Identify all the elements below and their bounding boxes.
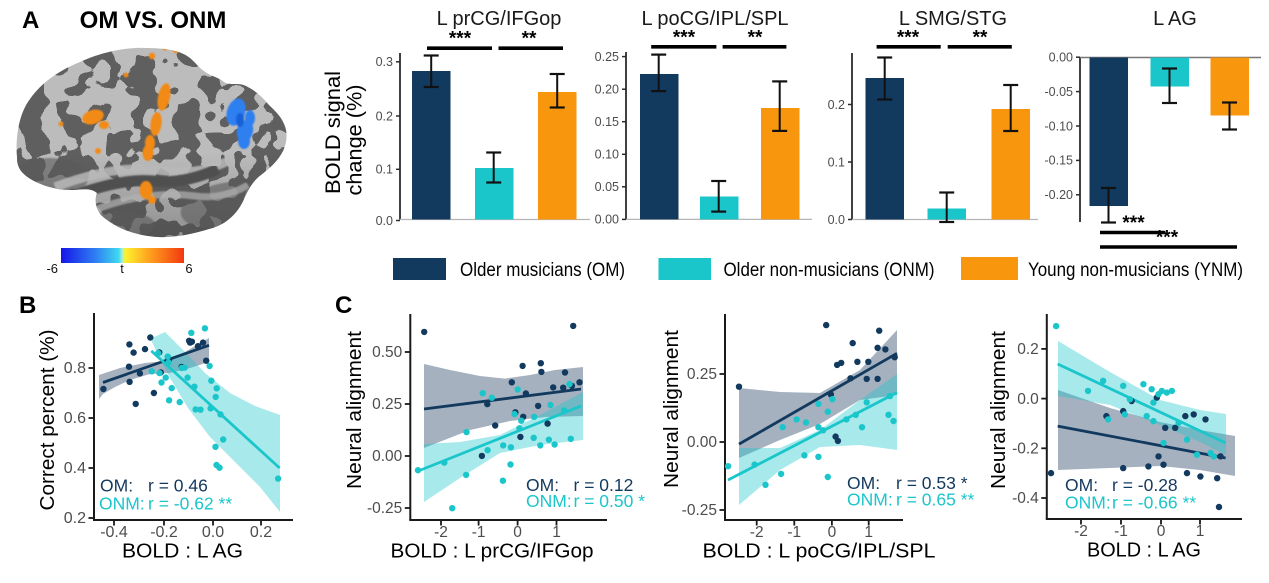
svg-text:**: ** <box>973 27 988 48</box>
svg-text:L SMG/STG: L SMG/STG <box>899 8 1007 30</box>
svg-text:-2: -2 <box>1074 523 1088 540</box>
svg-text:BOLD signal: BOLD signal <box>322 71 345 194</box>
svg-text:A: A <box>22 7 39 34</box>
svg-text:OM:: OM: <box>100 476 133 496</box>
svg-text:0.25: 0.25 <box>687 366 717 383</box>
svg-text:-1: -1 <box>472 524 486 541</box>
svg-text:**: ** <box>522 29 537 50</box>
svg-text:0.0: 0.0 <box>202 524 224 541</box>
svg-text:-2: -2 <box>434 524 448 541</box>
svg-text:change (%): change (%) <box>344 85 367 196</box>
svg-text:BOLD : L AG: BOLD : L AG <box>1087 540 1201 562</box>
svg-text:-2: -2 <box>750 524 764 541</box>
svg-text:OM:: OM: <box>1065 475 1098 495</box>
svg-text:Neural alignment: Neural alignment <box>988 331 1010 489</box>
svg-text:r = -0.28: r = -0.28 <box>1112 475 1178 495</box>
svg-text:r = -0.62 **: r = -0.62 ** <box>148 494 232 514</box>
svg-text:0.1: 0.1 <box>828 155 845 169</box>
svg-text:0.2: 0.2 <box>828 98 845 112</box>
svg-text:ONM:: ONM: <box>1065 493 1111 513</box>
svg-text:-0.15: -0.15 <box>1045 154 1074 168</box>
svg-text:L prCG/IFGop: L prCG/IFGop <box>437 8 562 30</box>
svg-text:ONM:: ONM: <box>847 490 893 510</box>
svg-text:0.2: 0.2 <box>1017 341 1039 358</box>
svg-text:-0.25: -0.25 <box>367 500 402 517</box>
svg-text:r = 0.12: r = 0.12 <box>574 475 634 495</box>
svg-text:0.1: 0.1 <box>376 163 393 177</box>
svg-text:r = -0.66 **: r = -0.66 ** <box>1112 493 1196 513</box>
svg-text:L poCG/IPL/SPL: L poCG/IPL/SPL <box>641 8 788 30</box>
svg-text:r = 0.50 *: r = 0.50 * <box>574 491 646 511</box>
svg-text:-6: -6 <box>46 261 58 276</box>
svg-text:6: 6 <box>185 261 192 276</box>
svg-text:1: 1 <box>552 524 561 541</box>
svg-text:-0.05: -0.05 <box>1045 85 1074 99</box>
svg-text:0.00: 0.00 <box>1049 51 1073 65</box>
svg-text:0.00: 0.00 <box>595 213 619 227</box>
svg-text:0.15: 0.15 <box>595 115 619 129</box>
svg-text:0.2: 0.2 <box>376 109 393 123</box>
svg-text:-0.2: -0.2 <box>1012 441 1039 458</box>
svg-text:Older musicians (OM): Older musicians (OM) <box>460 259 625 281</box>
svg-text:r = 0.53 *: r = 0.53 * <box>896 473 968 493</box>
svg-text:***: *** <box>1156 228 1179 249</box>
svg-text:B: B <box>19 292 36 319</box>
svg-text:Neural alignment: Neural alignment <box>344 331 366 489</box>
svg-text:0: 0 <box>513 524 522 541</box>
svg-text:**: ** <box>748 27 763 48</box>
svg-text:0.0: 0.0 <box>376 214 393 228</box>
svg-text:0.2: 0.2 <box>64 510 86 527</box>
svg-text:Correct percent (%): Correct percent (%) <box>37 330 59 511</box>
svg-text:0.50: 0.50 <box>372 344 403 361</box>
svg-text:C: C <box>335 292 352 319</box>
svg-text:-0.25: -0.25 <box>682 502 717 519</box>
svg-text:***: *** <box>897 27 920 48</box>
svg-text:Young non-musicians (YNM): Young non-musicians (YNM) <box>1028 259 1243 281</box>
svg-text:OM:: OM: <box>847 473 880 493</box>
svg-text:***: *** <box>673 27 696 48</box>
svg-text:-1: -1 <box>1114 523 1128 540</box>
svg-text:0.6: 0.6 <box>64 410 86 427</box>
svg-text:ONM:: ONM: <box>526 491 572 511</box>
svg-text:***: *** <box>449 29 472 50</box>
svg-text:0.25: 0.25 <box>595 50 619 64</box>
svg-text:1: 1 <box>1196 523 1205 540</box>
svg-text:0.10: 0.10 <box>595 148 619 162</box>
svg-text:OM:: OM: <box>526 475 559 495</box>
svg-text:0.4: 0.4 <box>64 460 86 477</box>
svg-text:L AG: L AG <box>1153 8 1197 30</box>
svg-text:0.25: 0.25 <box>372 396 402 413</box>
svg-text:0.3: 0.3 <box>376 55 393 69</box>
svg-text:BOLD : L AG: BOLD : L AG <box>122 541 243 563</box>
svg-text:0.2: 0.2 <box>250 524 272 541</box>
svg-text:-0.4: -0.4 <box>1012 490 1039 507</box>
svg-text:Neural alignment: Neural alignment <box>661 330 683 488</box>
svg-text:BOLD : L poCG/IPL/SPL: BOLD : L poCG/IPL/SPL <box>703 541 936 563</box>
svg-text:r = 0.46: r = 0.46 <box>148 476 208 496</box>
svg-text:0.05: 0.05 <box>595 180 619 194</box>
svg-text:t: t <box>120 261 124 276</box>
svg-text:ONM:: ONM: <box>99 494 145 514</box>
svg-text:r = 0.65 **: r = 0.65 ** <box>896 490 975 510</box>
svg-text:-0.10: -0.10 <box>1045 119 1074 133</box>
svg-text:-0.4: -0.4 <box>100 524 128 541</box>
svg-text:0.20: 0.20 <box>595 83 619 97</box>
svg-text:0.0: 0.0 <box>828 213 845 227</box>
svg-text:0: 0 <box>1157 523 1166 540</box>
svg-text:-0.2: -0.2 <box>150 524 178 541</box>
svg-text:Older non-musicians (ONM): Older non-musicians (ONM) <box>724 259 935 281</box>
svg-text:OM VS. ONM: OM VS. ONM <box>80 7 227 34</box>
svg-text:0.8: 0.8 <box>64 360 86 377</box>
svg-text:0.00: 0.00 <box>372 448 403 465</box>
svg-text:0.0: 0.0 <box>1017 391 1039 408</box>
svg-text:-1: -1 <box>787 524 801 541</box>
svg-text:0: 0 <box>828 524 837 541</box>
svg-text:1: 1 <box>864 524 873 541</box>
svg-text:***: *** <box>1122 213 1145 234</box>
svg-text:-0.20: -0.20 <box>1045 188 1074 202</box>
svg-text:0.00: 0.00 <box>687 434 718 451</box>
svg-text:BOLD : L prCG/IFGop: BOLD : L prCG/IFGop <box>391 541 594 563</box>
